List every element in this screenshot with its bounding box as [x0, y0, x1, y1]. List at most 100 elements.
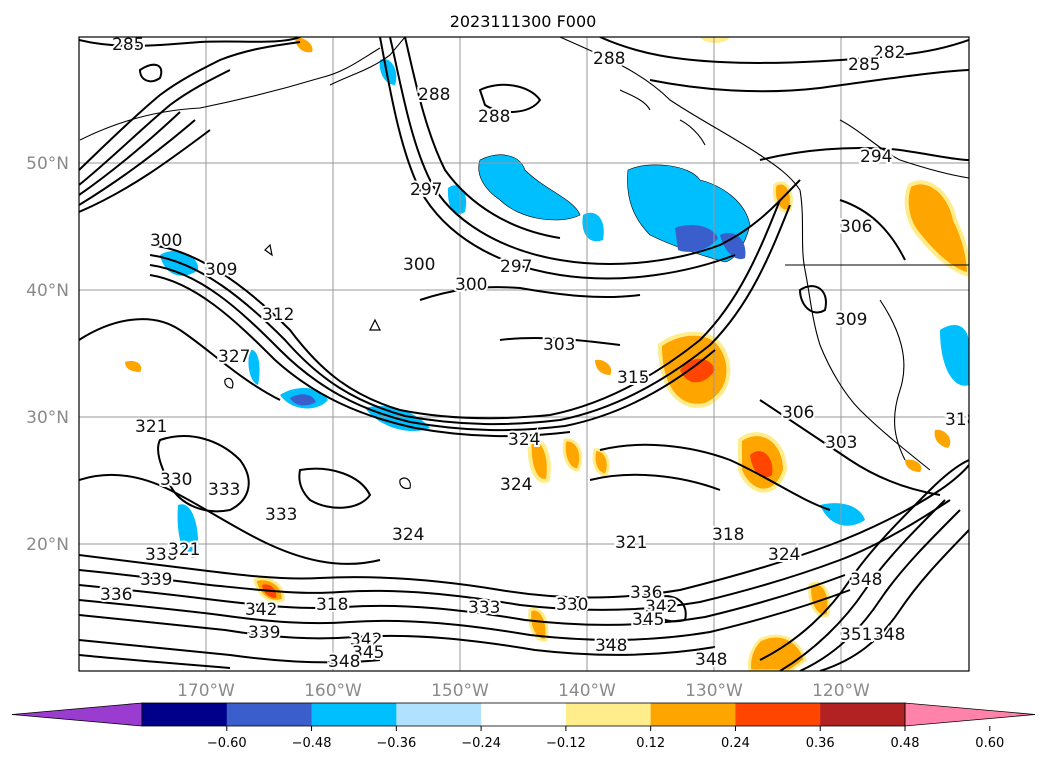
contour-label: 303	[825, 433, 857, 453]
negative-anomaly-region	[582, 212, 604, 242]
colorbar-extend-low	[11, 702, 143, 727]
contour-label: 297	[500, 257, 532, 277]
colorbar-tick-label: 0.12	[636, 736, 665, 751]
contour-label: 318	[945, 410, 977, 430]
contour-label: 309	[835, 310, 867, 330]
contour-label: 288	[418, 85, 450, 105]
contour-label: 324	[392, 525, 424, 545]
contour-label: 324	[508, 430, 540, 450]
contour-label: 297	[410, 180, 442, 200]
contour-label: 348	[328, 652, 360, 672]
colorbar-tick-label: 0.24	[721, 736, 750, 751]
colorbar-segment	[820, 703, 906, 726]
positive-anomaly-region	[595, 359, 612, 375]
lon-label: 120°W	[812, 681, 870, 701]
contour-label: 324	[768, 545, 800, 565]
colorbar-tick-label: −0.12	[546, 736, 586, 751]
positive-anomaly-region	[125, 360, 142, 372]
contour-labels: 285 282 285 288 288 288 294 297 300 300 …	[98, 35, 977, 672]
contour-label: 321	[615, 533, 647, 553]
lon-label: 140°W	[558, 681, 616, 701]
contour-label: 285	[848, 55, 880, 75]
negative-anomaly-dark	[675, 225, 718, 252]
contour-label: 300	[150, 231, 182, 251]
colorbar-segment	[311, 703, 397, 726]
colorbar: −0.60 −0.48 −0.36 −0.24 −0.12 0.12 0.24 0.36 0.4…	[11, 702, 1036, 751]
contour-label: 285	[112, 35, 144, 55]
positive-anomaly-region	[528, 607, 549, 642]
contour-label: 303	[543, 335, 575, 355]
positive-anomaly-dark	[750, 451, 773, 478]
contour-label: 312	[262, 305, 294, 325]
lat-label: 40°N	[26, 281, 69, 301]
contour-label: 282	[873, 43, 905, 63]
contour-label: 342	[350, 630, 382, 650]
contour-label: 348	[595, 636, 627, 656]
contour-label: 324	[500, 475, 532, 495]
contour-label: 300	[403, 255, 435, 275]
lon-label: 130°W	[685, 681, 743, 701]
colorbar-tick-label: 0.48	[891, 736, 920, 751]
contour-label: 288	[593, 49, 625, 69]
positive-anomaly-region	[934, 429, 951, 448]
contour-label: 306	[782, 403, 814, 423]
colorbar-extend-high	[904, 702, 1036, 727]
longitude-labels: 170°W 160°W 150°W 140°W 130°W 120°W	[177, 681, 870, 701]
negative-anomaly-region	[820, 503, 865, 526]
contour-label: 342	[245, 600, 277, 620]
negative-anomaly-region	[447, 185, 467, 214]
contour-label: 339	[248, 623, 280, 643]
latitude-labels: 50°N 40°N 30°N 20°N	[26, 154, 69, 555]
colorbar-segment	[481, 703, 567, 726]
contour-label: 345	[352, 643, 384, 663]
contour-label: 339	[140, 570, 172, 590]
lon-label: 150°W	[431, 681, 489, 701]
contour-label: 336	[100, 585, 132, 605]
positive-anomaly-region	[700, 37, 730, 43]
lat-label: 20°N	[26, 535, 69, 555]
contour-label: 321	[135, 417, 167, 437]
contour-label: 333	[468, 598, 500, 618]
negative-anomaly-region	[248, 349, 260, 385]
contour-label: 336	[145, 545, 177, 565]
positive-anomaly-region	[904, 180, 969, 278]
lat-label: 50°N	[26, 154, 69, 174]
colorbar-segment	[142, 703, 228, 726]
colorbar-segment	[226, 703, 313, 726]
negative-anomaly-region	[379, 59, 397, 85]
contour-label: 345	[632, 610, 664, 630]
positive-anomaly-region	[295, 37, 313, 53]
colorbar-segment	[396, 703, 482, 726]
contour-label: 333	[265, 505, 297, 525]
isentropic-contours	[79, 37, 969, 671]
positive-anomaly-dark	[680, 358, 715, 383]
contour-label: 318	[316, 595, 348, 615]
contour-label: 294	[860, 147, 892, 167]
contour-label: 330	[160, 470, 192, 490]
positive-anomaly-region	[527, 437, 551, 483]
contour-label: 342	[645, 597, 677, 617]
positive-anomaly-region	[592, 448, 610, 477]
contour-label: 300	[455, 275, 487, 295]
contour-label: 348	[850, 570, 882, 590]
lon-label: 160°W	[304, 681, 362, 701]
contour-label: 315	[617, 368, 649, 388]
coastlines	[79, 37, 969, 471]
lon-label: 170°W	[177, 681, 235, 701]
colorbar-tick-label: 0.36	[806, 736, 835, 751]
contour-label: 327	[218, 347, 250, 367]
negative-anomaly-dark	[290, 394, 316, 406]
positive-anomaly-region	[748, 634, 807, 671]
colorbar-frame	[141, 702, 906, 727]
colorbar-tick-label: −0.48	[292, 736, 332, 751]
colorbar-tick-label: 0.60	[975, 736, 1004, 751]
colorbar-segment	[735, 703, 821, 726]
colorbar-tick-label: −0.36	[376, 736, 416, 751]
contour-label: 288	[478, 107, 510, 127]
negative-anomaly-region	[478, 154, 581, 221]
contour-label: 348	[695, 650, 727, 670]
map-area: 285 282 285 288 288 288 294 297 300 300 …	[79, 35, 977, 672]
positive-anomaly-region	[562, 438, 583, 472]
lat-label: 30°N	[26, 408, 69, 428]
